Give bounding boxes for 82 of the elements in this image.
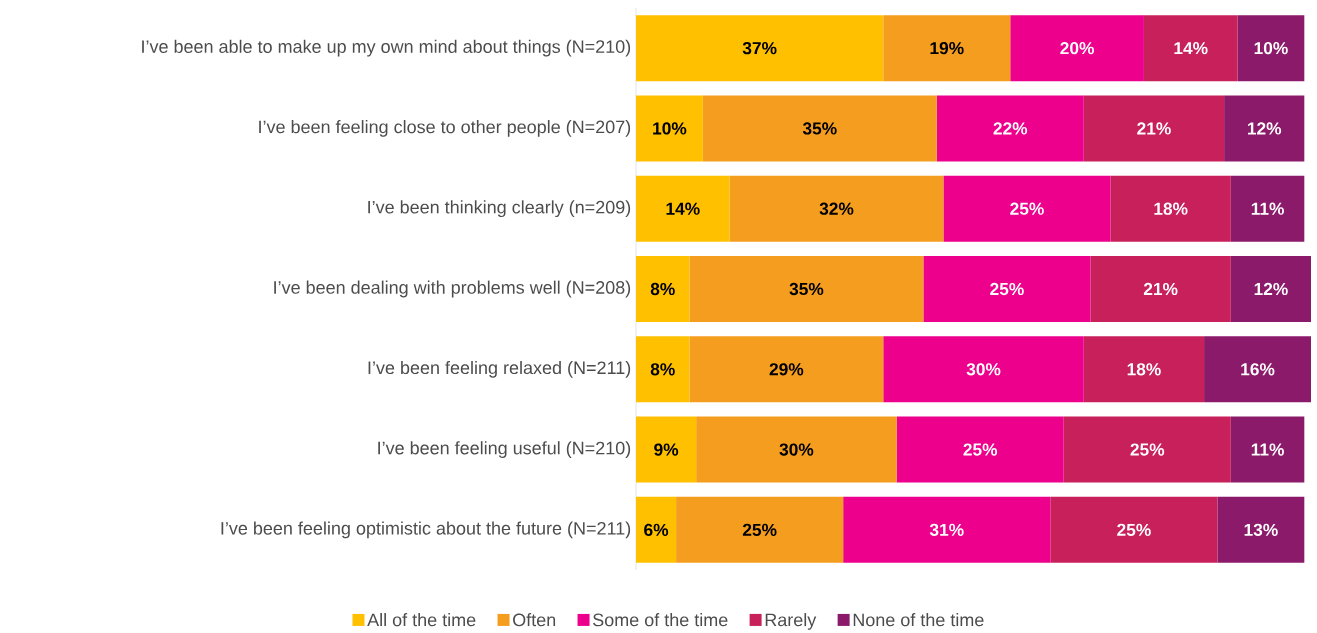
- bar: [883, 336, 1084, 403]
- data-label: 35%: [789, 282, 824, 296]
- bar: [1090, 256, 1231, 323]
- bar: [1217, 496, 1305, 563]
- data-label: 19%: [930, 42, 964, 55]
- data-label: 31%: [929, 523, 964, 536]
- bar: [1230, 175, 1305, 242]
- bar: [729, 175, 944, 242]
- bar: [896, 416, 1064, 483]
- data-label: 13%: [1244, 523, 1278, 536]
- data-label: 10%: [653, 122, 687, 135]
- data-label: 9%: [654, 443, 679, 456]
- data-label: 18%: [1154, 202, 1188, 215]
- bar: [702, 95, 937, 162]
- bar: [1063, 416, 1231, 483]
- bar: [1230, 416, 1305, 483]
- bar: [1083, 95, 1225, 162]
- bar: [1143, 15, 1238, 82]
- bar: [636, 15, 884, 82]
- bar: [1224, 95, 1305, 162]
- bar: [636, 416, 697, 483]
- legend-label: Often: [513, 613, 556, 627]
- data-label: 14%: [1174, 42, 1208, 55]
- data-label: 12%: [1247, 122, 1282, 135]
- data-label: 25%: [1130, 443, 1165, 456]
- data-label: 11%: [1251, 443, 1284, 456]
- data-label: 8%: [650, 363, 675, 376]
- bar: [689, 256, 924, 323]
- y-tick-label: I’ve been feeling close to other people (N=207): [259, 120, 631, 137]
- data-label: 32%: [819, 202, 854, 215]
- data-label: 30%: [966, 363, 1001, 376]
- bar: [1110, 175, 1231, 242]
- data-label: 35%: [802, 122, 837, 135]
- data-label: 18%: [1127, 363, 1161, 376]
- bar: [943, 175, 1111, 242]
- data-label: 12%: [1254, 282, 1288, 296]
- bar: [636, 336, 690, 403]
- y-tick-label: I’ve been feeling relaxed (N=211): [368, 360, 631, 378]
- data-label: 25%: [742, 523, 777, 536]
- bar: [636, 256, 690, 323]
- data-label: 25%: [1010, 202, 1044, 215]
- bar: [636, 496, 677, 563]
- y-tick-label: I’ve been thinking clearly (n=209): [368, 200, 631, 218]
- data-label: 11%: [1251, 202, 1284, 215]
- data-label: 25%: [990, 282, 1024, 296]
- bar: [843, 496, 1051, 563]
- data-label: 37%: [742, 41, 777, 55]
- bar: [696, 416, 897, 483]
- data-label: 21%: [1143, 282, 1178, 296]
- y-tick-label: I’ve been dealing with problems well (N=208): [274, 280, 631, 298]
- bar: [883, 15, 1011, 82]
- data-label: 6%: [644, 523, 669, 536]
- legend-label: Some of the time: [593, 613, 728, 627]
- y-tick-label: I’ve been feeling useful (N=210): [378, 441, 631, 458]
- data-label: 29%: [769, 363, 804, 376]
- data-label: 22%: [993, 122, 1028, 135]
- bar: [1050, 496, 1218, 563]
- legend-label: None of the time: [853, 613, 984, 627]
- bar: [689, 336, 884, 403]
- bar: [1204, 336, 1312, 403]
- data-label: 14%: [666, 202, 700, 215]
- bar: [1083, 336, 1205, 403]
- bar: [923, 256, 1091, 323]
- y-tick-label: I’ve been feeling optimistic about the future (N=211): [221, 521, 631, 539]
- y-tick-label: I’ve been able to make up my own mind about things (N=210): [142, 39, 631, 57]
- legend-label: Rarely: [765, 613, 817, 630]
- bar: [936, 95, 1084, 162]
- data-label: 8%: [650, 282, 675, 296]
- data-label: 25%: [963, 443, 998, 456]
- data-label: 10%: [1254, 42, 1288, 55]
- legend-label: All of the time: [367, 613, 476, 627]
- bar: [676, 496, 844, 563]
- data-label: 16%: [1241, 363, 1275, 376]
- bar: [636, 175, 730, 242]
- bar: [1010, 15, 1144, 82]
- data-label: 25%: [1117, 523, 1151, 536]
- bar: [1237, 15, 1305, 82]
- data-label: 21%: [1137, 122, 1171, 135]
- data-label: 30%: [779, 443, 814, 456]
- data-label: 20%: [1060, 42, 1094, 55]
- bar: [636, 95, 703, 162]
- bar: [1230, 256, 1312, 323]
